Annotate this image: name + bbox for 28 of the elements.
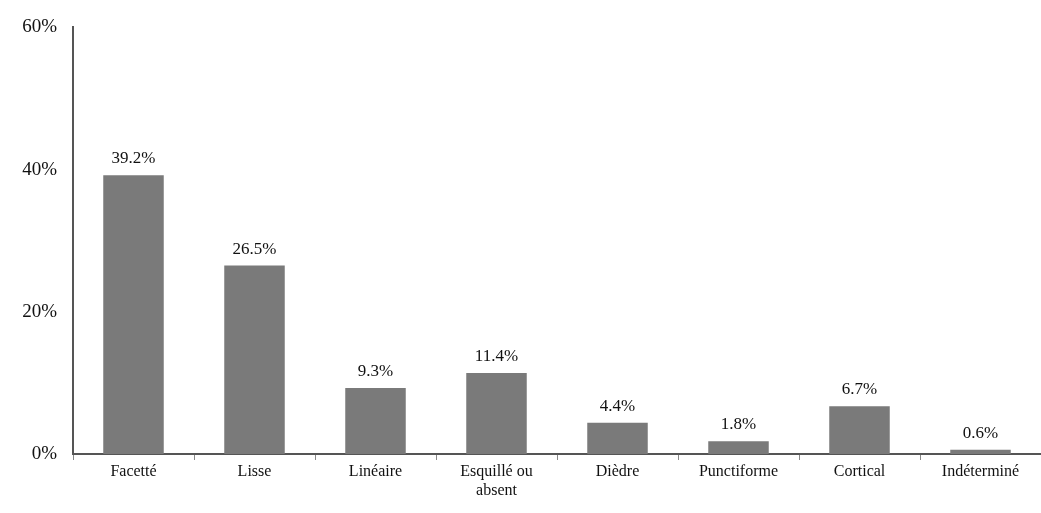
bar [103, 175, 164, 454]
x-tick-label: Cortical [833, 461, 886, 479]
data-label: 1.8% [720, 414, 757, 434]
bar [466, 372, 527, 454]
bar [708, 441, 769, 454]
bar [345, 387, 406, 454]
data-label: 9.3% [357, 360, 394, 380]
data-label: 0.6% [962, 422, 999, 442]
bar [950, 449, 1011, 454]
data-label: 11.4% [474, 345, 519, 365]
bar [224, 265, 285, 454]
data-label: 26.5% [232, 238, 277, 258]
data-label: 39.2% [111, 148, 156, 168]
x-tick-label: Facetté [110, 461, 157, 479]
x-tick-label: Linéaire [348, 461, 403, 479]
bar [587, 422, 648, 454]
x-tick-label: Indéterminé [941, 461, 1020, 479]
y-tick-label: 40% [22, 157, 58, 179]
data-label: 4.4% [599, 395, 636, 415]
data-label: 6.7% [841, 379, 878, 399]
x-tick-label: Punctiforme [698, 461, 779, 479]
y-tick-label: 20% [22, 299, 58, 321]
y-tick-label: 0% [31, 441, 58, 463]
y-tick-label: 60% [22, 15, 58, 37]
x-tick-label: Lisse [237, 461, 272, 479]
bar [829, 406, 890, 454]
x-tick-label: Esquillé ou absent [460, 461, 533, 498]
x-tick-label: Dièdre [595, 461, 640, 479]
